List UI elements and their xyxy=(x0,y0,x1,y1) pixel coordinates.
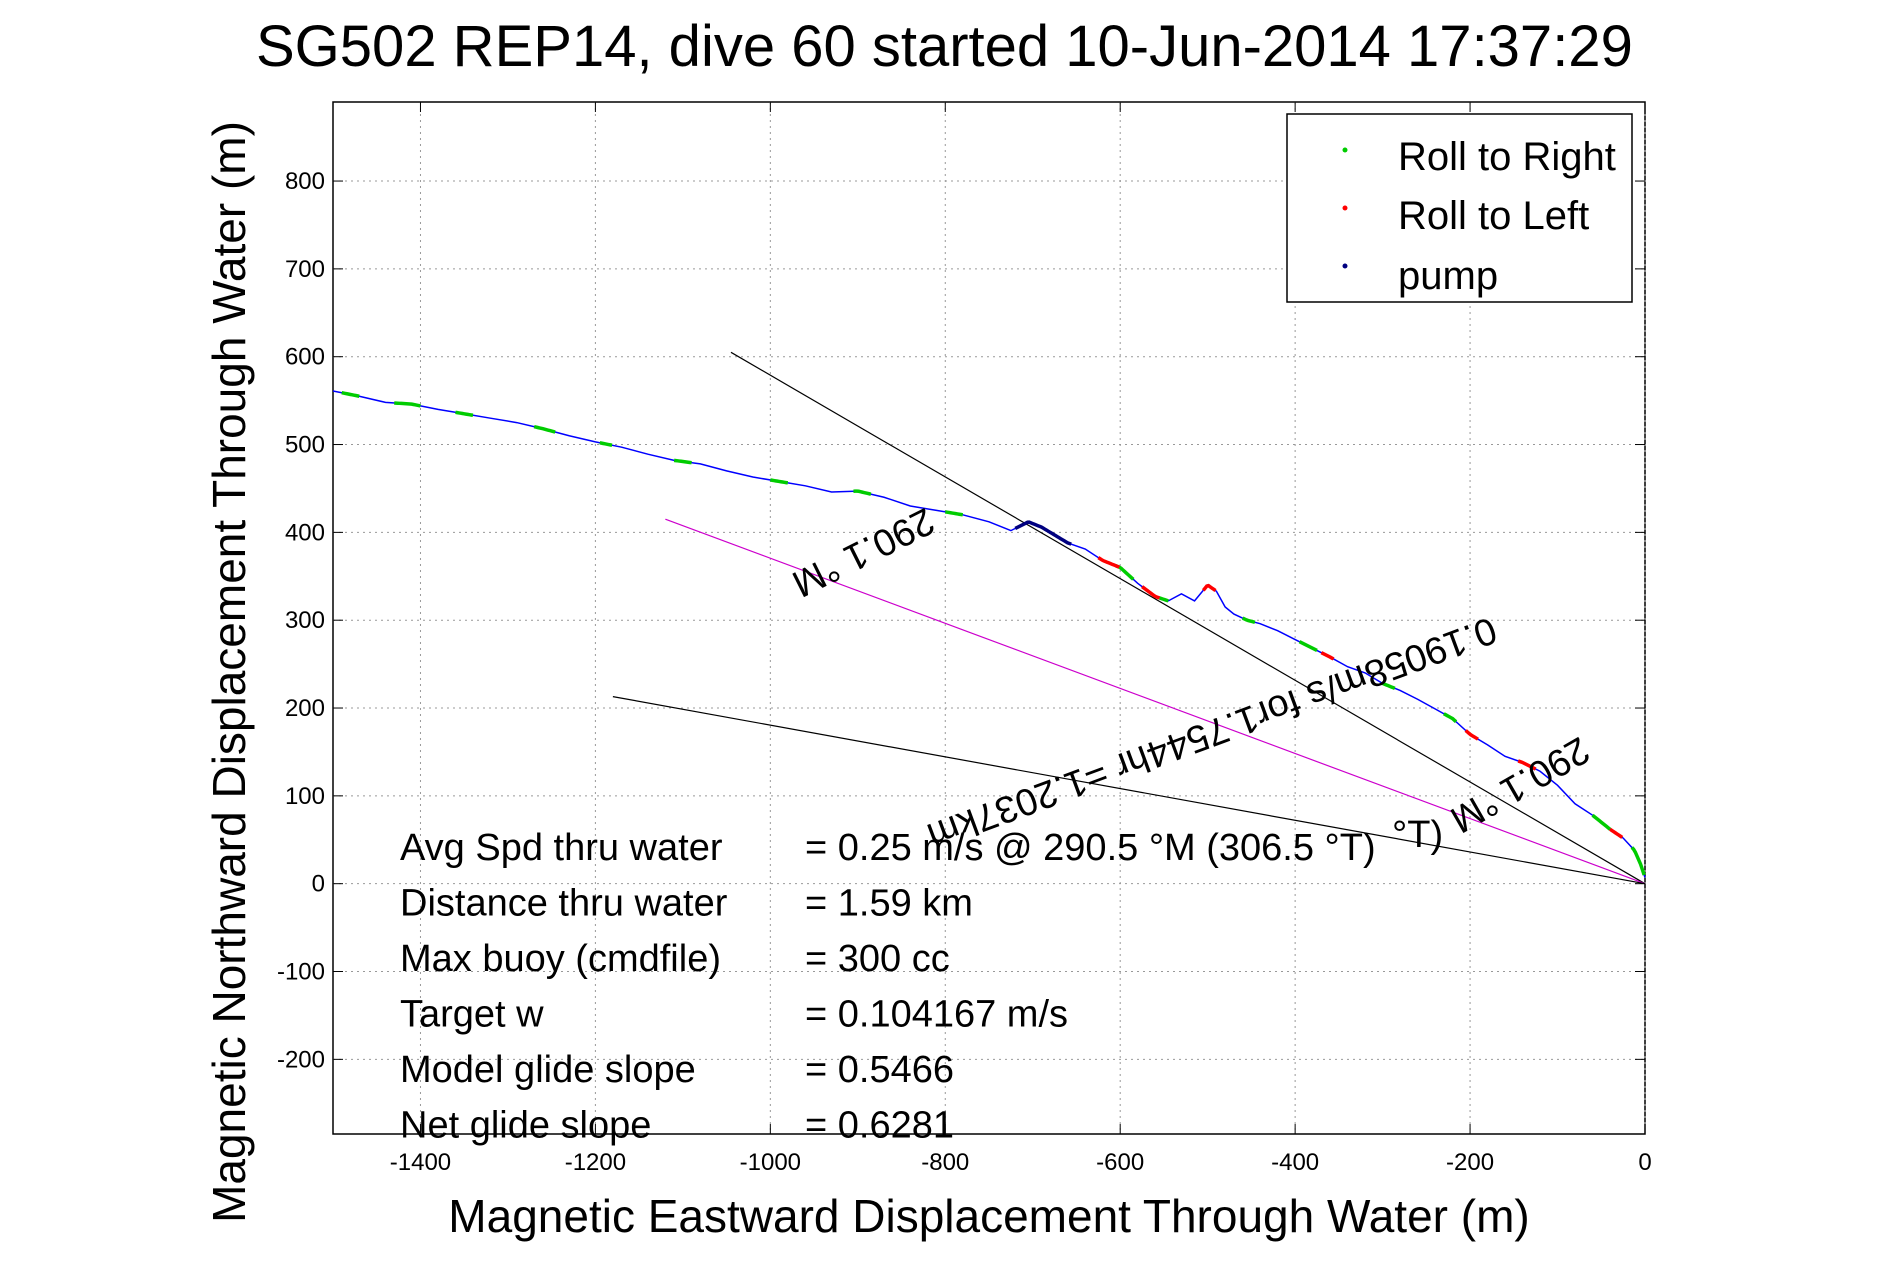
x-axis-title: Magnetic Eastward Displacement Through W… xyxy=(448,1190,1529,1242)
roll-left-segment xyxy=(1097,556,1120,569)
stat-label: Model glide slope xyxy=(400,1049,696,1091)
roll-right-segment xyxy=(1381,681,1396,690)
x-tick-label: -1400 xyxy=(390,1149,451,1176)
x-tick-label: -1200 xyxy=(565,1149,626,1176)
roll-left-segment xyxy=(1141,585,1161,600)
stat-value: = 0.6281 xyxy=(805,1105,954,1147)
stat-value: = 0.104167 m/s xyxy=(805,994,1068,1036)
roll-right-segment xyxy=(533,424,556,434)
roll-right-segment xyxy=(1442,712,1458,724)
roll-right-segment xyxy=(673,458,692,465)
x-tick-label: 0 xyxy=(1638,1149,1651,1176)
track-line xyxy=(332,390,1646,878)
legend-roll-left-marker xyxy=(1342,205,1348,211)
x-tick-label: -800 xyxy=(921,1149,969,1176)
legend: Roll to Right Roll to Left pump xyxy=(1286,113,1633,303)
roll-left-segment xyxy=(1609,827,1624,839)
stat-value: = 0.25 m/s @ 290.5 °M (306.5 °T) xyxy=(805,827,1376,869)
stat-label: Net glide slope xyxy=(400,1105,651,1147)
reference-line xyxy=(612,696,1646,885)
y-axis: -200 -100 0 100 200 300 400 500 600 700 800 xyxy=(277,168,1645,1073)
y-tick-label: -100 xyxy=(277,959,325,986)
roll-right-segment xyxy=(455,410,474,417)
stat-label: Avg Spd thru water xyxy=(400,827,723,869)
roll-right-segment xyxy=(394,401,421,408)
y-tick-label: 500 xyxy=(285,432,325,459)
roll-right-segment xyxy=(853,489,872,496)
roll-right-segment xyxy=(1159,596,1169,603)
reference-line xyxy=(665,518,1646,885)
roll-right-segment xyxy=(1630,846,1646,876)
y-tick-label: 100 xyxy=(285,783,325,810)
roll-right-segment xyxy=(599,441,613,447)
reference-lines xyxy=(612,351,1646,885)
roll-right-segment xyxy=(944,510,964,517)
legend-pump-marker xyxy=(1342,263,1348,269)
y-tick-label: 0 xyxy=(312,871,325,898)
roll-right-segment xyxy=(1298,640,1318,653)
roll-right-segment xyxy=(770,478,789,485)
stat-value: = 1.59 km xyxy=(805,883,973,925)
roll-left-segment xyxy=(1320,651,1335,661)
stat-label: Max buoy (cmdfile) xyxy=(400,938,721,980)
x-tick-label: -600 xyxy=(1096,1149,1144,1176)
reference-line xyxy=(730,351,1646,885)
legend-roll-right-marker xyxy=(1342,147,1348,153)
stat-label: Distance thru water xyxy=(400,883,728,925)
roll-left-segment xyxy=(1201,583,1217,593)
legend-pump-label: pump xyxy=(1398,254,1498,298)
legend-roll-right-label: Roll to Right xyxy=(1398,135,1616,179)
y-tick-label: 600 xyxy=(285,344,325,371)
y-tick-label: 800 xyxy=(285,168,325,195)
y-tick-label: 700 xyxy=(285,256,325,283)
stat-label: Target w xyxy=(400,994,544,1036)
chart-title: SG502 REP14, dive 60 started 10-Jun-2014… xyxy=(256,14,1633,79)
x-axis: -1400 -1200 -1000 -800 -600 -400 -200 0 xyxy=(390,102,1652,1176)
roll-right-segment xyxy=(1241,616,1256,624)
y-tick-label: 200 xyxy=(285,695,325,722)
x-tick-label: -1000 xyxy=(740,1149,801,1176)
annotation-label: °T) xyxy=(1392,814,1443,856)
y-tick-label: 400 xyxy=(285,519,325,546)
roll-left-segment xyxy=(1464,729,1479,741)
y-axis-title: Magnetic Northward Displacement Through … xyxy=(203,121,255,1223)
stat-value: = 300 cc xyxy=(805,938,950,980)
roll-right-segment xyxy=(341,391,360,398)
x-tick-label: -400 xyxy=(1271,1149,1319,1176)
x-tick-label: -200 xyxy=(1446,1149,1494,1176)
roll-left-segment xyxy=(1517,759,1537,771)
stats-block: Avg Spd thru water = 0.25 m/s @ 290.5 °M … xyxy=(400,827,1376,1147)
y-tick-label: 300 xyxy=(285,607,325,634)
y-tick-label: -200 xyxy=(277,1046,325,1073)
track xyxy=(332,390,1646,878)
stat-value: = 0.5466 xyxy=(805,1049,954,1091)
pump-segment xyxy=(1014,520,1072,546)
roll-right-segment xyxy=(1591,813,1612,831)
legend-roll-left-label: Roll to Left xyxy=(1398,194,1589,238)
